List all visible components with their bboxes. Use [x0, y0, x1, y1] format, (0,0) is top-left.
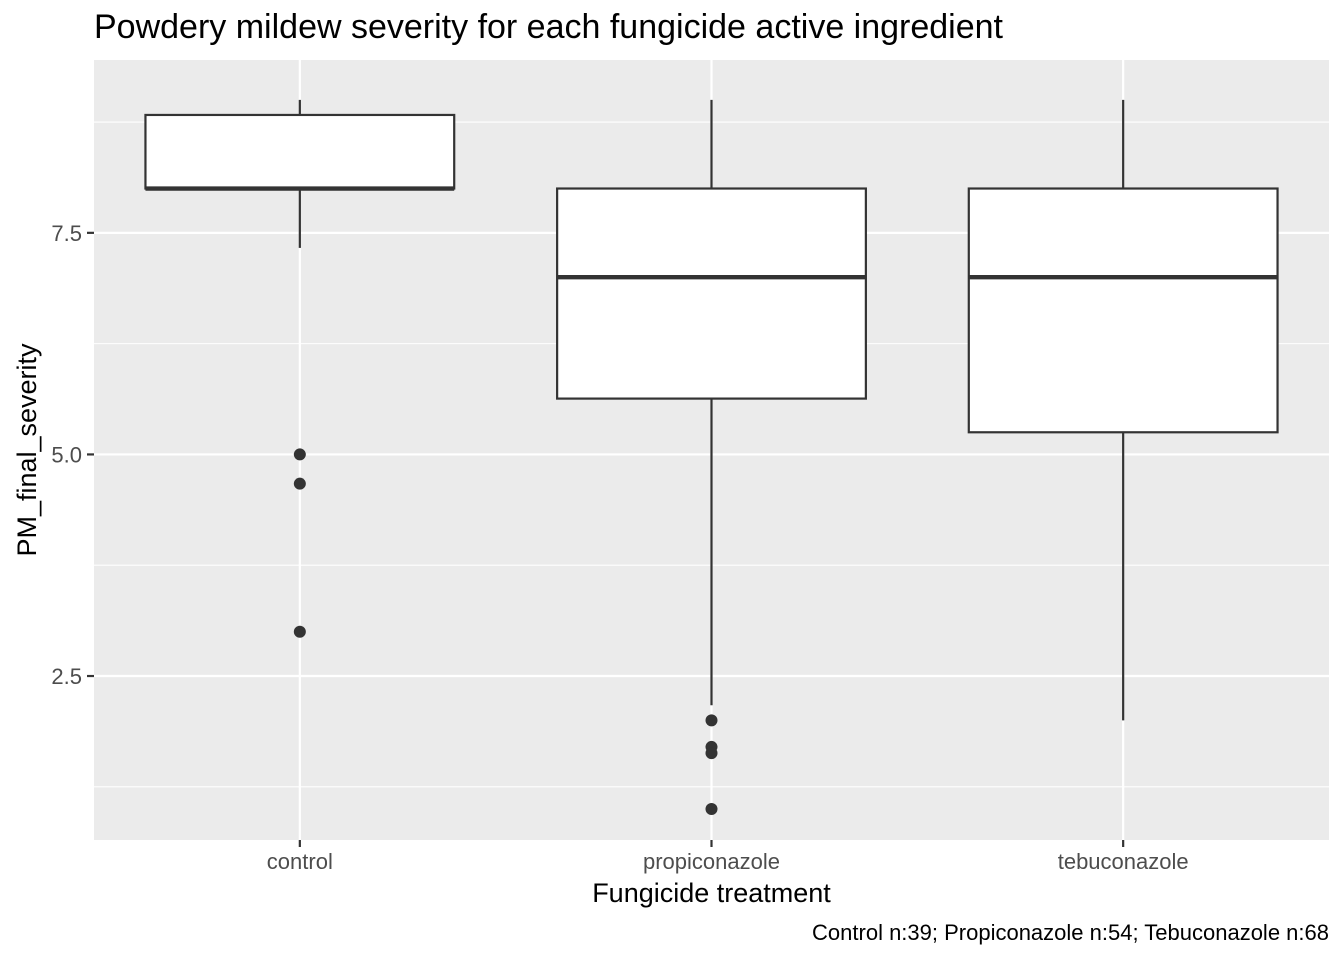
box-iqr	[144, 113, 456, 190]
x-tick-label: propiconazole	[643, 849, 780, 874]
outlier-point	[705, 802, 718, 815]
boxplots	[144, 99, 1279, 815]
boxplot-tebuconazole	[967, 99, 1279, 721]
outlier-point	[293, 477, 306, 490]
y-tick-label: 7.5	[51, 221, 82, 246]
y-axis: 2.5 5.0 7.5	[51, 221, 94, 689]
y-tick-label: 2.5	[51, 664, 82, 689]
y-tick-label: 5.0	[51, 442, 82, 467]
outlier-point	[705, 714, 718, 727]
box-iqr	[967, 187, 1279, 434]
chart-caption: Control n:39; Propiconazole n:54; Tebuco…	[812, 920, 1329, 945]
outlier-point	[293, 448, 306, 461]
chart-title: Powdery mildew severity for each fungici…	[94, 8, 1004, 46]
boxplot-control	[144, 99, 456, 638]
boxplot-propiconazole	[556, 99, 867, 815]
outlier-point	[705, 747, 718, 760]
x-axis-title: Fungicide treatment	[592, 878, 831, 908]
x-tick-label: control	[267, 849, 333, 874]
x-axis: control propiconazole tebuconazole	[267, 840, 1189, 874]
outlier-point	[293, 625, 306, 638]
box-iqr	[556, 187, 867, 400]
x-tick-label: tebuconazole	[1058, 849, 1189, 874]
y-axis-title: PM_final_severity	[12, 343, 42, 557]
